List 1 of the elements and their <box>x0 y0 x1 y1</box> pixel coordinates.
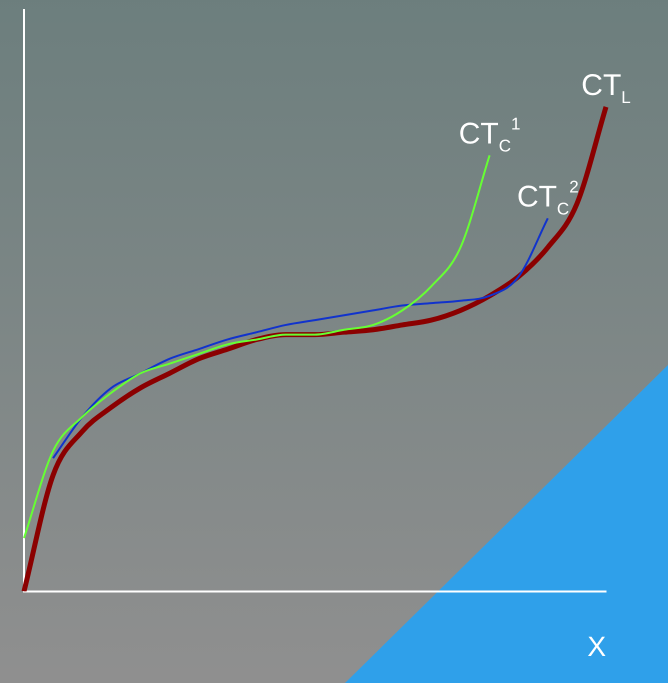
x-axis-title: X <box>587 630 606 662</box>
